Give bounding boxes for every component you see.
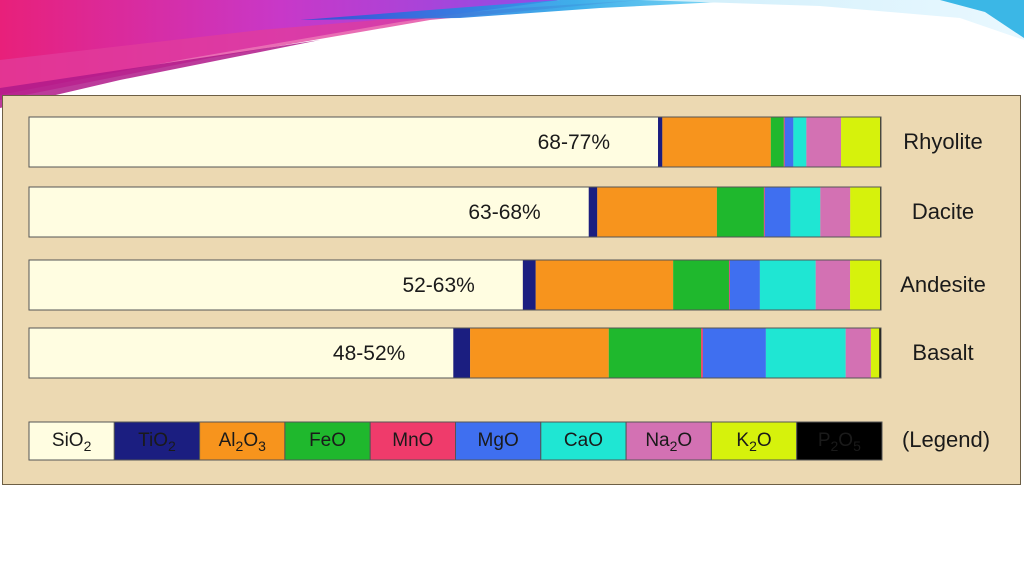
legend-item-al2o3: Al2O3	[199, 421, 286, 461]
legend-swatch-cao	[540, 421, 627, 461]
legend-label-tio2: TiO2	[138, 430, 176, 454]
segment-dacite-k2o	[850, 187, 881, 237]
legend-item-na2o: Na2O	[625, 421, 712, 461]
segment-basalt-k2o	[870, 328, 880, 378]
segment-rhyolite-al2o3	[662, 117, 771, 167]
segment-rhyolite-feo	[770, 117, 784, 167]
bar-andesite	[28, 259, 882, 311]
sio2-range-label-dacite: 63-68%	[468, 201, 540, 224]
bar-dacite	[28, 186, 882, 238]
bar-outline-andesite	[28, 259, 882, 311]
legend-item-tio2: TiO2	[113, 421, 201, 461]
legend-label-mgo: MgO	[478, 430, 519, 451]
legend-swatch-al2o3	[199, 421, 286, 461]
legend-label-p2o5: P2O5	[818, 430, 861, 454]
segment-rhyolite-sio2	[29, 117, 659, 167]
legend-swatch-sio2	[28, 421, 115, 461]
legend-label-feo: FeO	[309, 430, 346, 451]
legend-item-k2o: K2O	[710, 421, 798, 461]
legend-label-na2o: Na2O	[645, 430, 692, 454]
segment-basalt-p2o5	[879, 328, 881, 378]
legend-swatch-p2o5	[796, 421, 883, 461]
decorative-header-banner	[0, 0, 1024, 108]
sio2-range-label-rhyolite: 68-77%	[538, 131, 610, 154]
segment-andesite-na2o	[815, 260, 851, 310]
composition-figure: 68-77% Rhyolite 63-68% Dacite 52-63% Andesite…	[2, 95, 1021, 485]
segment-rhyolite-k2o	[841, 117, 881, 167]
bar-outline-dacite	[28, 186, 882, 238]
segment-basalt-tio2	[453, 328, 471, 378]
segment-andesite-mgo	[729, 260, 760, 310]
sio2-range-label-basalt: 48-52%	[333, 342, 405, 365]
bar-outline-rhyolite	[28, 116, 882, 168]
segment-dacite-tio2	[588, 187, 598, 237]
segment-rhyolite-cao	[793, 117, 807, 167]
segment-dacite-mno	[763, 187, 765, 237]
legend-label-cao: CaO	[564, 430, 603, 451]
legend-swatch-na2o	[625, 421, 712, 461]
segment-rhyolite-mgo	[784, 117, 794, 167]
bar-basalt	[28, 327, 882, 379]
bar-rhyolite	[28, 116, 882, 168]
segment-dacite-cao	[790, 187, 821, 237]
segment-dacite-mgo	[764, 187, 791, 237]
segment-andesite-feo	[673, 260, 729, 310]
segment-andesite-tio2	[522, 260, 536, 310]
segment-andesite-cao	[759, 260, 816, 310]
segment-dacite-sio2	[29, 187, 589, 237]
segment-andesite-mno	[728, 260, 730, 310]
segment-andesite-sio2	[29, 260, 523, 310]
legend-item-mno: MnO	[369, 421, 457, 461]
segment-basalt-na2o	[845, 328, 871, 378]
segment-basalt-cao	[765, 328, 846, 378]
segment-andesite-al2o3	[535, 260, 674, 310]
bar-outline-basalt	[28, 327, 882, 379]
legend-label-mno: MnO	[392, 430, 433, 451]
legend-label-al2o3: Al2O3	[219, 430, 266, 454]
legend-label-k2o: K2O	[736, 430, 771, 454]
segment-rhyolite-mno	[783, 117, 785, 167]
rock-label-rhyolite: Rhyolite	[903, 129, 982, 154]
segment-basalt-mno	[701, 328, 703, 378]
segment-dacite-feo	[716, 187, 764, 237]
rock-label-andesite: Andesite	[900, 272, 986, 297]
segment-basalt-mgo	[702, 328, 766, 378]
segment-dacite-na2o	[820, 187, 851, 237]
rock-label-basalt: Basalt	[912, 340, 973, 365]
legend-item-p2o5: P2O5	[796, 421, 883, 461]
segment-basalt-feo	[608, 328, 702, 378]
rock-label-dacite: Dacite	[912, 199, 974, 224]
stacked-bar-chart: 68-77% Rhyolite 63-68% Dacite 52-63% Andesite…	[28, 116, 990, 461]
legend-item-feo: FeO	[284, 421, 371, 461]
sio2-range-label-andesite: 52-63%	[402, 274, 474, 297]
segment-basalt-al2o3	[470, 328, 609, 378]
legend-item-sio2: SiO2	[28, 421, 115, 461]
legend-item-mgo: MgO	[455, 421, 542, 461]
legend-item-cao: CaO	[540, 421, 627, 461]
segment-rhyolite-na2o	[806, 117, 842, 167]
segment-andesite-k2o	[850, 260, 881, 310]
segment-dacite-al2o3	[597, 187, 717, 237]
segment-basalt-sio2	[29, 328, 454, 378]
segment-rhyolite-tio2	[658, 117, 663, 167]
legend-title: (Legend)	[902, 427, 990, 452]
legend-swatch-k2o	[710, 421, 798, 461]
